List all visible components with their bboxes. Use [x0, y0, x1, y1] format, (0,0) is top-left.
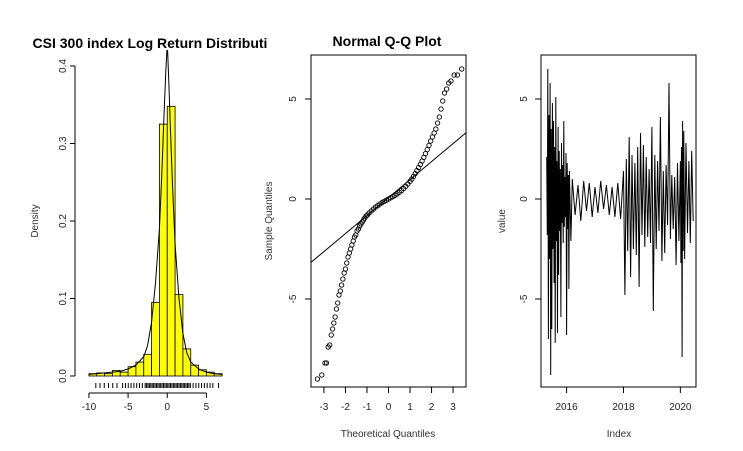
qq-point	[322, 360, 328, 366]
qq-point	[328, 332, 334, 338]
timeseries-x-tick-label: 2020	[669, 402, 692, 413]
timeseries-line	[546, 68, 694, 376]
qq-x-label: Theoretical Quantiles	[341, 429, 436, 440]
qq-x-tick-label: -1	[363, 402, 372, 413]
qq-point	[436, 114, 442, 120]
qq-point	[327, 342, 333, 348]
qq-point	[333, 306, 340, 312]
timeseries-x-axis: 2016 2018 2020	[555, 387, 692, 413]
qq-x-tick-label: 3	[450, 402, 456, 413]
qq-point	[426, 142, 432, 149]
qq-y-tick-label: -5	[288, 294, 299, 303]
qq-point	[331, 320, 337, 326]
histogram-bars	[88, 105, 223, 377]
histogram-x-tick-label: -5	[124, 402, 133, 413]
histogram-bar	[119, 371, 129, 377]
timeseries-y-tick-label: -5	[519, 294, 530, 303]
qq-title: Normal Q-Q Plot	[333, 33, 442, 49]
histogram-y-tick-label: 0.1	[58, 291, 69, 305]
qq-y-tick-label: 5	[288, 96, 299, 102]
qq-x-axis: -3 -2 -1 0 1 2 3	[319, 387, 456, 413]
histogram-y-tick-label: 0.3	[58, 136, 69, 150]
density-curve	[88, 50, 223, 375]
qq-point	[335, 300, 341, 306]
qq-point	[344, 260, 350, 266]
histogram-y-tick-label: 0.0	[58, 369, 69, 383]
qq-point	[424, 146, 430, 153]
qq-point	[363, 213, 369, 219]
histogram-bar	[190, 364, 199, 377]
qq-point	[454, 72, 461, 78]
histogram-y-axis: 0.0 0.1 0.2 0.3 0.4	[58, 59, 76, 383]
histogram-bar	[159, 123, 168, 377]
timeseries-x-tick-label: 2018	[612, 402, 635, 413]
histogram-x-tick-label: 0	[164, 402, 170, 413]
qq-x-tick-label: 0	[386, 402, 392, 413]
qq-x-tick-label: -3	[319, 402, 328, 413]
histogram-rug	[95, 383, 219, 388]
qq-point	[355, 226, 362, 232]
qq-point	[438, 106, 444, 112]
histogram-panel: CSI 300 index Log Return Distributi Dens…	[30, 35, 267, 413]
qq-x-tick-label: 2	[429, 402, 435, 413]
qq-plot-frame	[310, 54, 467, 388]
qq-y-tick-label: 0	[288, 196, 299, 202]
histogram-x-tick-label: -10	[82, 402, 97, 413]
timeseries-plot-frame	[540, 54, 697, 388]
histogram-bar	[174, 294, 184, 377]
qq-point	[332, 314, 338, 320]
histogram-y-label: Density	[30, 204, 41, 237]
qq-point	[441, 90, 448, 96]
histogram-x-axis: -10 -5 0 5	[82, 392, 210, 413]
timeseries-panel: value Index 2016 2018 2020 -5 0 5	[497, 54, 697, 440]
qq-point	[323, 360, 330, 366]
qq-point	[342, 266, 349, 272]
qq-y-label: Sample Quantiles	[264, 182, 275, 261]
qq-points	[314, 66, 465, 382]
qq-point	[434, 120, 441, 126]
qq-point	[337, 288, 343, 294]
qq-panel: Normal Q-Q Plot Sample Quantiles Theoret…	[264, 33, 467, 440]
histogram-y-tick-label: 0.2	[58, 214, 69, 228]
qq-point	[319, 372, 325, 378]
qq-point	[338, 282, 345, 288]
timeseries-y-axis: -5 0 5	[519, 96, 541, 303]
qq-point	[459, 66, 465, 72]
qq-y-axis: -5 0 5	[288, 96, 311, 303]
qq-x-tick-label: 1	[407, 402, 413, 413]
timeseries-x-label: Index	[607, 429, 631, 440]
qq-point	[443, 86, 450, 92]
qq-point	[440, 98, 446, 104]
timeseries-y-label: value	[497, 209, 508, 233]
histogram-bar	[104, 373, 113, 377]
qq-point	[329, 326, 336, 332]
qq-point	[314, 376, 321, 382]
qq-point	[433, 126, 439, 132]
histogram-y-tick-label: 0.4	[58, 59, 69, 73]
qq-point	[448, 78, 454, 84]
timeseries-y-tick-label: 0	[519, 196, 530, 202]
qq-point	[340, 276, 346, 282]
timeseries-y-tick-label: 5	[519, 96, 530, 102]
histogram-title: CSI 300 index Log Return Distributi	[33, 35, 268, 51]
timeseries-x-tick-label: 2016	[555, 402, 578, 413]
qq-x-tick-label: -2	[341, 402, 350, 413]
histogram-x-tick-label: 5	[204, 402, 210, 413]
qq-reference-line	[310, 132, 467, 263]
histogram-bar	[143, 353, 152, 377]
qq-point	[451, 72, 457, 78]
